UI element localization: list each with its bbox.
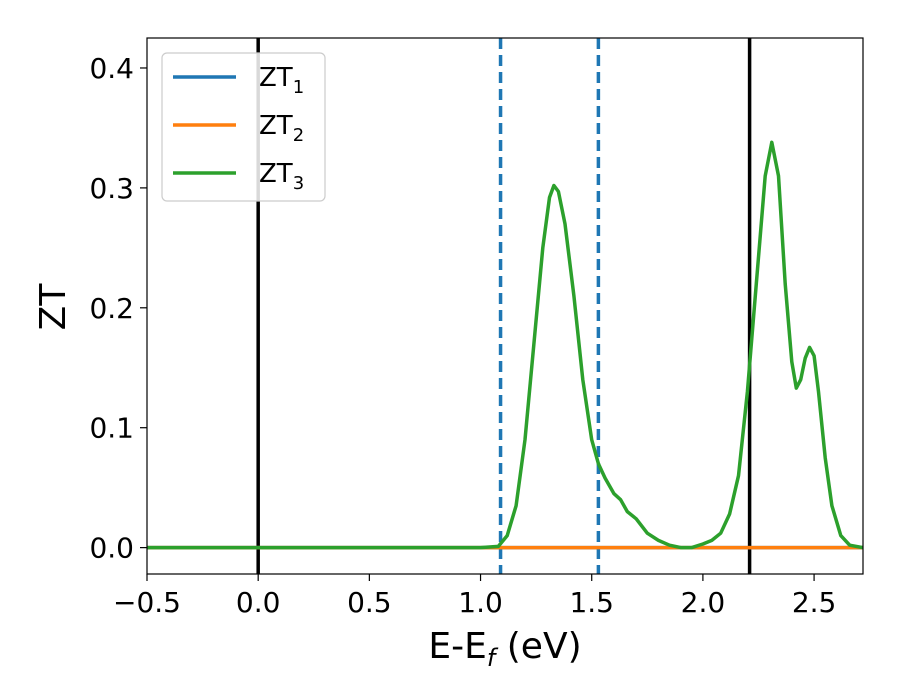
x-tick-label: 1.5 xyxy=(569,586,614,619)
x-axis-label-main: E-E xyxy=(428,626,486,667)
x-tick-label: −0.5 xyxy=(113,586,181,619)
y-tick-label: 0.3 xyxy=(89,172,134,205)
axis-ticks: −0.5 0.0 0.5 1.0 1.5 2.0 2.5 0.0 0.1 0.2 0.3 0.4 xyxy=(89,52,836,619)
legend-label-main: ZT xyxy=(259,159,293,189)
x-tick-label: 1.0 xyxy=(458,586,503,619)
x-tick-label: 0.0 xyxy=(236,586,281,619)
legend-label-subscript: 3 xyxy=(293,173,304,194)
legend-label-3: ZT3 xyxy=(259,159,304,194)
x-tick-label: 2.0 xyxy=(681,586,726,619)
series-line-3 xyxy=(147,140,863,550)
axes-frame xyxy=(146,37,864,575)
y-tick-label: 0.1 xyxy=(89,412,134,445)
y-tick-label: 0.0 xyxy=(89,532,134,565)
x-tick-label: 0.5 xyxy=(347,586,392,619)
legend-box xyxy=(161,52,326,202)
legend-label-subscript: 2 xyxy=(293,125,304,146)
x-axis-label-unit: (eV) xyxy=(495,626,581,667)
legend-label-1: ZT1 xyxy=(259,63,304,98)
y-tick-label: 0.4 xyxy=(89,52,134,85)
plot-area xyxy=(146,37,864,575)
legend-label-2: ZT2 xyxy=(259,111,304,146)
legend-label-main: ZT xyxy=(259,63,293,93)
x-tick-label: 2.5 xyxy=(792,586,837,619)
legend-label-subscript: 1 xyxy=(293,77,304,98)
y-tick-label: 0.2 xyxy=(89,292,134,325)
y-axis-label: ZT xyxy=(33,283,74,331)
x-axis-label: E-Ef (eV) xyxy=(428,626,581,672)
legend-label-main: ZT xyxy=(259,111,293,141)
